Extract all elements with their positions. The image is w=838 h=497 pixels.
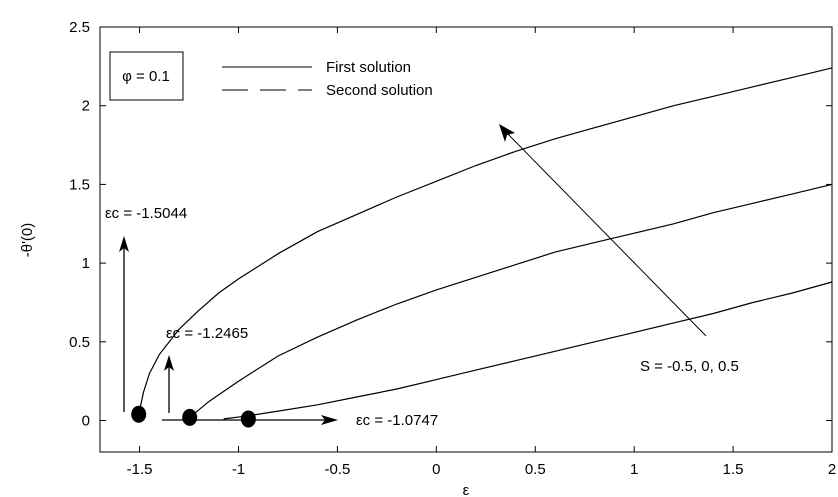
crit-label-3: εc = -1.0747: [356, 412, 438, 429]
critical-point-marker-2: [182, 408, 198, 426]
x-tick-label: 1: [630, 461, 638, 478]
series-line-2: [189, 183, 833, 418]
crit-label-1: εc = -1.5044: [105, 205, 187, 222]
x-tick-label: 1.5: [723, 461, 744, 478]
x-axis-label: ε: [463, 482, 470, 497]
y-tick-label: 0.5: [69, 334, 90, 351]
series-line-3: [223, 281, 833, 420]
y-tick-label: 0: [82, 413, 90, 430]
legend-phi-label: φ = 0.1: [122, 68, 170, 85]
crit-arrow-1-head: [119, 236, 129, 252]
axis-ticks: -1.5 -1 -0.5 0 0.5 1 1.5 2 0 0.5 1 1.5 2 2.5: [69, 19, 836, 478]
y-tick-label: 1: [82, 255, 90, 272]
s-annotation: S = -0.5, 0, 0.5: [640, 358, 739, 375]
y-axis-label: -θ'(0): [19, 223, 36, 258]
y-tick-label: 2: [82, 98, 90, 115]
series-lines: [138, 67, 833, 420]
crit-arrow-2-head: [164, 355, 174, 371]
crit-label-2: εc = -1.2465: [166, 325, 248, 342]
s-arrow-head: [499, 124, 515, 142]
legend-second-solution: Second solution: [326, 82, 433, 99]
y-tick-label: 1.5: [69, 176, 90, 193]
x-tick-label: 0: [432, 461, 440, 478]
x-tick-label: -1: [232, 461, 245, 478]
legend-first-solution: First solution: [326, 59, 411, 76]
x-tick-label: 0.5: [525, 461, 546, 478]
crit-arrow-3-head: [321, 415, 338, 425]
y-tick-label: 2.5: [69, 19, 90, 36]
legend-phi-box: [109, 51, 184, 101]
critical-point-marker-3: [240, 410, 256, 428]
s-arrow-shaft: [503, 129, 707, 337]
x-tick-label: -1.5: [127, 461, 153, 478]
x-tick-label: -0.5: [324, 461, 350, 478]
x-tick-label: 2: [828, 461, 836, 478]
plot-area: [99, 26, 833, 453]
series-line-1: [138, 67, 833, 415]
critical-point-marker-1: [131, 405, 147, 423]
critical-point-markers: [131, 405, 256, 428]
